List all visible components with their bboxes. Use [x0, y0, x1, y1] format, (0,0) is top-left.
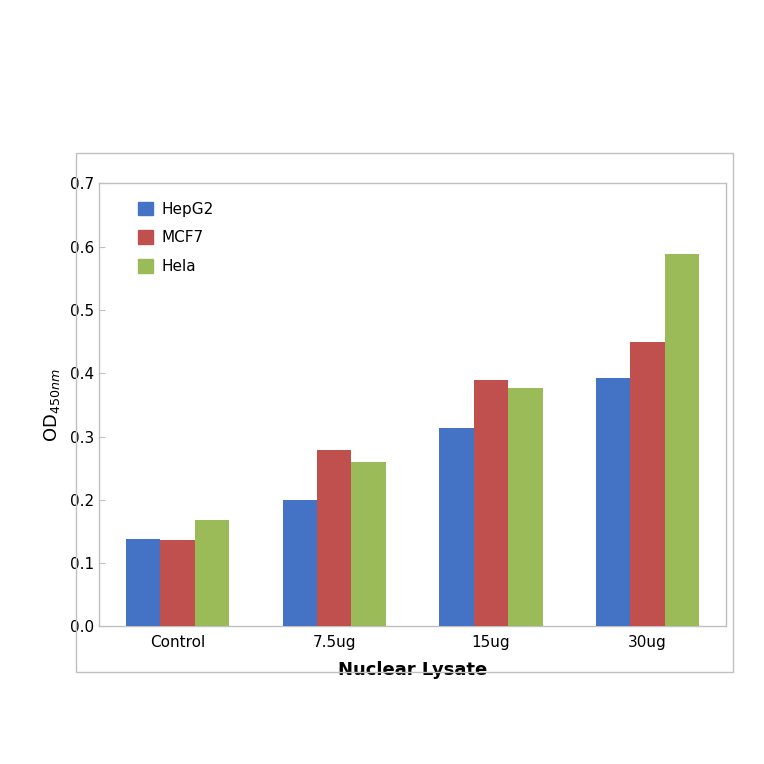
Bar [195, 520, 229, 626]
X-axis label: Nuclear Lysate: Nuclear Lysate [338, 661, 487, 679]
Bar [596, 378, 630, 626]
Bar [474, 380, 508, 626]
Bar [439, 429, 474, 626]
Bar [630, 342, 665, 626]
Legend: HepG2, MCF7, Hela: HepG2, MCF7, Hela [132, 196, 219, 280]
Bar [665, 254, 699, 626]
Bar [351, 462, 386, 626]
Bar [508, 388, 542, 626]
Bar [160, 540, 195, 626]
Bar [283, 500, 317, 626]
Bar [317, 450, 351, 626]
Y-axis label: OD$_{450nm}$: OD$_{450nm}$ [42, 368, 62, 442]
Bar [126, 539, 160, 626]
